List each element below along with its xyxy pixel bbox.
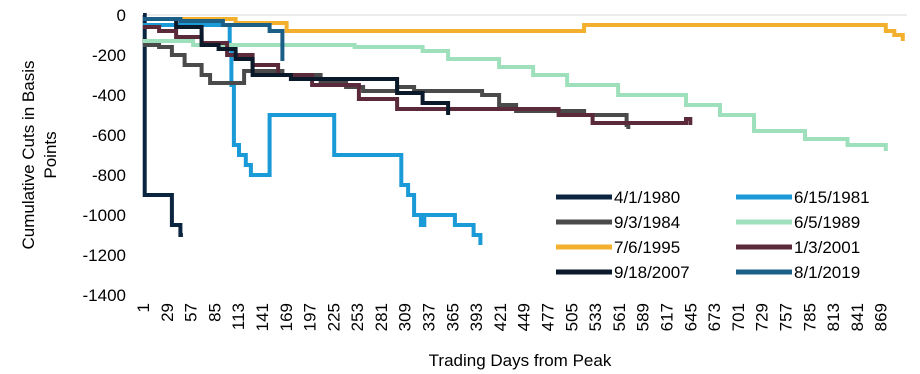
legend-label: 7/6/1995 [614,238,680,257]
legend-label: 9/3/1984 [614,213,680,232]
y-axis-title: Cumulative Cuts in Basis Points [19,61,60,250]
x-tick-label: 337 [420,303,439,331]
series-line-4 [143,39,888,151]
series-line-5 [143,17,905,41]
x-tick-label: 141 [253,303,272,331]
series-line-3 [143,43,631,129]
x-tick-label: 225 [324,303,343,331]
x-tick-label: 561 [610,303,629,331]
x-tick-label: 505 [562,303,581,331]
x-tick-label: 813 [824,303,843,331]
x-tick-label: 589 [634,303,653,331]
x-tick-label: 645 [681,303,700,331]
y-tick-label: -800 [92,166,126,185]
x-tick-label: 57 [182,303,201,322]
x-tick-label: 533 [586,303,605,331]
y-tick-label: -600 [92,126,126,145]
y-tick-label: -1000 [83,206,126,225]
x-axis: 1 29 57 85 113 141 169 197 225 253 281 309 337 365 393… [134,303,891,331]
legend-label: 8/1/2019 [794,263,860,282]
legend-label: 9/18/2007 [614,263,690,282]
series-line-2 [143,23,483,245]
x-tick-label: 701 [729,303,748,331]
x-tick-label: 477 [539,303,558,331]
x-tick-label: 113 [229,303,248,330]
legend: 4/1/1980 6/15/1981 9/3/1984 6/5/1989 7/6/199… [556,188,870,282]
series-line-8 [143,17,285,61]
x-tick-label: 729 [753,303,772,331]
y-tick-label: -400 [92,86,126,105]
x-tick-label: 281 [372,303,391,331]
x-tick-label: 785 [800,303,819,331]
y-tick-label: -1200 [83,246,126,265]
x-tick-label: 673 [705,303,724,331]
y-tick-label: 0 [117,6,126,25]
series-group [142,13,905,245]
x-tick-label: 309 [396,303,415,331]
x-tick-label: 449 [515,303,534,331]
x-tick-label: 365 [443,303,462,331]
x-tick-label: 197 [301,303,320,331]
x-tick-label: 29 [158,303,177,322]
x-tick-label: 841 [848,303,867,331]
x-tick-label: 421 [491,303,510,331]
x-tick-label: 253 [348,303,367,331]
x-tick-label: 1 [134,303,153,312]
y-tick-label: -200 [92,46,126,65]
x-tick-label: 869 [872,303,891,331]
x-tick-label: 393 [467,303,486,331]
x-tick-label: 169 [277,303,296,331]
legend-label: 1/3/2001 [794,238,860,257]
x-tick-label: 85 [205,303,224,322]
x-axis-title: Trading Days from Peak [429,351,612,370]
legend-label: 4/1/1980 [614,188,680,207]
x-tick-label: 617 [657,303,676,331]
legend-label: 6/15/1981 [794,188,870,207]
y-tick-label: -1400 [83,286,126,305]
legend-label: 6/5/1989 [794,213,860,232]
x-tick-label: 757 [776,303,795,331]
series-line-6 [143,25,693,125]
y-axis: 0 -200 -400 -600 -800 -1000 -1200 -1400 [83,6,126,305]
series-line-7 [143,17,451,115]
